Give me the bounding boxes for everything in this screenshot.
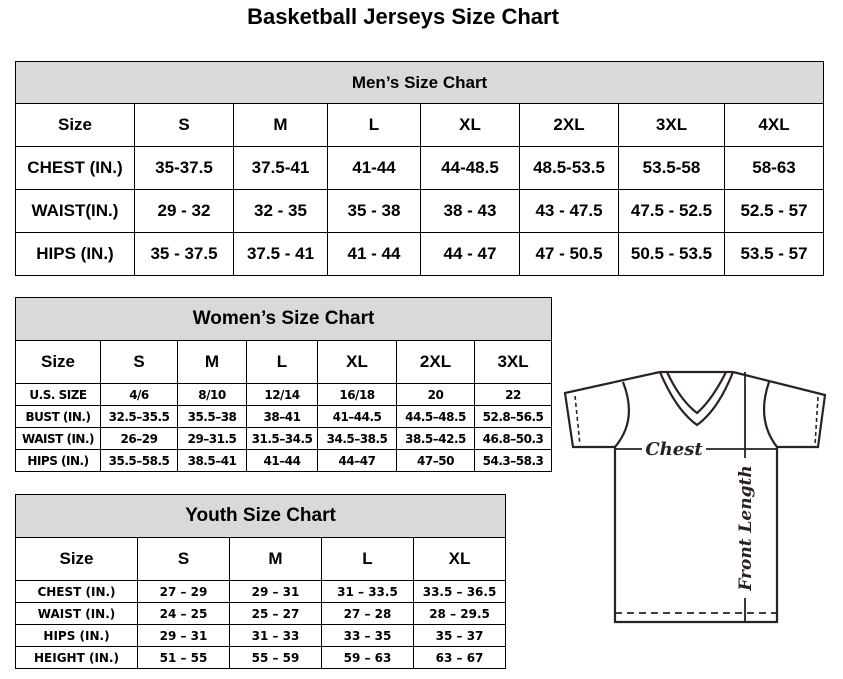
size-m: M: [229, 537, 322, 581]
table-cell: 47–50: [396, 449, 475, 472]
table-cell: 63 – 67: [412, 646, 507, 669]
row-label: HEIGHT (IN.): [15, 646, 138, 669]
table-cell: 37.5 - 41: [233, 232, 328, 276]
table-cell: 32 - 35: [233, 189, 328, 233]
table-row: CHEST (IN.) 35-37.5 37.5-41 41-44 44-48.5 48.…: [15, 146, 825, 190]
table-row: HIPS (IN.) 35.5–58.5 38.5–41 41–44 44–47 47–5…: [15, 449, 553, 472]
table-cell: 59 – 63: [321, 646, 414, 669]
table-cell: 44-48.5: [420, 146, 520, 190]
table-cell: 33.5 – 36.5: [412, 580, 507, 603]
size-s: S: [134, 103, 234, 147]
table-cell: 52.8–56.5: [473, 405, 553, 428]
table-cell: 26–29: [100, 427, 178, 450]
table-cell: 47 - 50.5: [519, 232, 619, 276]
mens-size-table: Men’s Size Chart Size S M L XL 2XL 3XL 4XL CHEST…: [14, 61, 825, 276]
table-cell: 41–44: [246, 449, 318, 472]
table-cell: 25 – 27: [229, 602, 322, 625]
youth-size-table: Youth Size Chart Size S M L XL CHEST (IN.) 27 …: [14, 494, 507, 669]
youth-heading: Youth Size Chart: [14, 494, 507, 538]
row-label: CHEST (IN.): [15, 146, 135, 190]
table-cell: 38 - 43: [420, 189, 520, 233]
table-cell: 53.5 - 57: [723, 232, 825, 276]
table-cell: 44.5–48.5: [396, 405, 475, 428]
table-cell: 51 – 55: [137, 646, 230, 669]
size-2xl: 2XL: [519, 103, 619, 147]
table-row: WAIST (IN.) 24 – 25 25 – 27 27 – 28 28 – 29.…: [15, 602, 507, 625]
table-cell: 35 - 38: [327, 189, 421, 233]
table-cell: 41-44: [327, 146, 421, 190]
page-title: Basketball Jerseys Size Chart: [247, 4, 559, 29]
table-cell: 48.5-53.5: [519, 146, 619, 190]
size-l: L: [246, 340, 318, 384]
table-row: HEIGHT (IN.) 51 – 55 55 – 59 59 – 63 63 – 67: [15, 646, 507, 669]
size-l: L: [321, 537, 414, 581]
table-cell: 35.5–38: [177, 405, 247, 428]
mens-heading: Men’s Size Chart: [14, 61, 825, 104]
table-row: U.S. SIZE 4/6 8/10 12/14 16/18 20 22: [15, 383, 553, 406]
size-header: Size: [15, 537, 138, 581]
front-length-label: Front Length: [736, 465, 756, 591]
womens-size-table: Women’s Size Chart Size S M L XL 2XL 3XL U.S. S…: [14, 297, 553, 472]
table-cell: 38.5–41: [177, 449, 247, 472]
table-cell: 24 – 25: [137, 602, 230, 625]
row-label: HIPS (IN.): [15, 232, 135, 276]
size-header: Size: [15, 340, 101, 384]
size-3xl: 3XL: [618, 103, 725, 147]
table-cell: 43 - 47.5: [519, 189, 619, 233]
table-cell: 46.8–50.3: [473, 427, 553, 450]
table-cell: 33 – 35: [321, 624, 414, 647]
table-cell: 29–31.5: [177, 427, 247, 450]
size-s: S: [137, 537, 230, 581]
table-cell: 52.5 - 57: [723, 189, 825, 233]
table-cell: 34.5–38.5: [317, 427, 397, 450]
table-cell: 31 – 33: [229, 624, 322, 647]
table-cell: 54.3–58.3: [473, 449, 553, 472]
row-label: WAIST(IN.): [15, 189, 135, 233]
table-cell: 29 – 31: [137, 624, 230, 647]
table-row: BUST (IN.) 32.5–35.5 35.5–38 38–41 41–44.5 44…: [15, 405, 553, 428]
size-xl: XL: [420, 103, 520, 147]
table-cell: 41 - 44: [327, 232, 421, 276]
size-xl: XL: [412, 537, 507, 581]
table-cell: 58-63: [723, 146, 825, 190]
table-row: HIPS (IN.) 35 - 37.5 37.5 - 41 41 - 44 44 - …: [15, 232, 825, 276]
table-cell: 38–41: [246, 405, 318, 428]
row-label: BUST (IN.): [15, 405, 101, 428]
table-row: CHEST (IN.) 27 – 29 29 – 31 31 – 33.5 33.5 –…: [15, 580, 507, 603]
table-cell: 31.5–34.5: [246, 427, 318, 450]
table-cell: 38.5–42.5: [396, 427, 475, 450]
size-l: L: [327, 103, 421, 147]
chest-label: Chest: [645, 439, 703, 460]
table-cell: 35 - 37.5: [134, 232, 234, 276]
row-label: HIPS (IN.): [15, 449, 101, 472]
table-cell: 53.5-58: [618, 146, 725, 190]
size-m: M: [233, 103, 328, 147]
jersey-outline: [563, 370, 827, 624]
table-cell: 55 – 59: [229, 646, 322, 669]
size-2xl: 2XL: [396, 340, 475, 384]
table-cell: 27 – 29: [137, 580, 230, 603]
table-row: WAIST (IN.) 26–29 29–31.5 31.5–34.5 34.5–38.…: [15, 427, 553, 450]
row-label: WAIST (IN.): [15, 602, 138, 625]
table-cell: 28 – 29.5: [412, 602, 507, 625]
table-row: WAIST(IN.) 29 - 32 32 - 35 35 - 38 38 - 43 43…: [15, 189, 825, 233]
